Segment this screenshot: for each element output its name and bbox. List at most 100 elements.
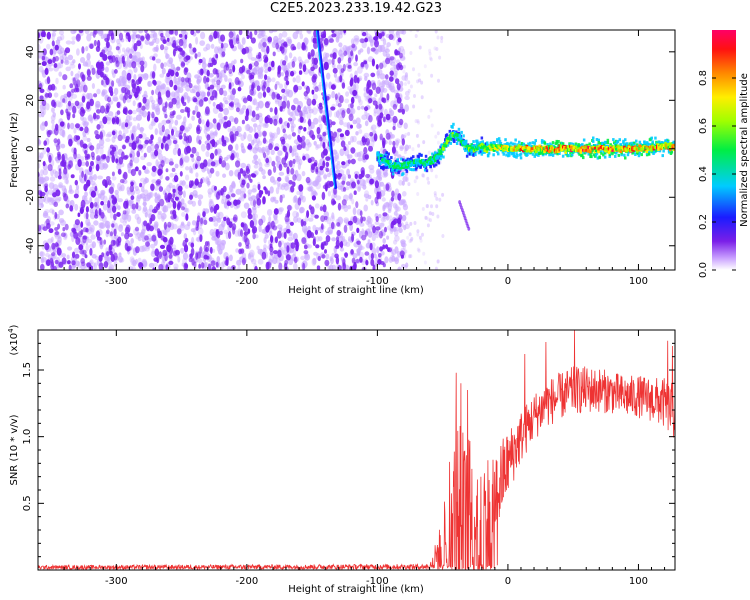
noise-speckle-dot xyxy=(243,231,249,236)
noise-faint-dot xyxy=(243,131,247,140)
noise-speckle-dot xyxy=(284,259,289,265)
noise-faint-dot xyxy=(289,111,294,117)
noise-faint-dot xyxy=(363,92,367,98)
noise-faint-dot xyxy=(333,72,337,78)
noise-faint-dot xyxy=(64,178,69,184)
noise-speckle-dot xyxy=(382,263,386,268)
noise-speckle-dot xyxy=(351,233,355,242)
noise-speckle-dot xyxy=(152,56,156,61)
noise-speckle-dot xyxy=(288,160,293,168)
noise-speckle-dot xyxy=(313,57,319,65)
noise-speckle-dot xyxy=(84,254,88,259)
noise-faint-dot xyxy=(417,72,421,77)
noise-faint-dot xyxy=(407,88,411,93)
noise-speckle-dot xyxy=(302,64,307,73)
noise-speckle-dot xyxy=(93,112,97,120)
noise-faint-dot xyxy=(379,181,385,187)
noise-speckle-dot xyxy=(278,117,283,124)
noise-speckle-dot xyxy=(340,68,345,73)
noise-speckle-dot xyxy=(387,247,390,252)
noise-speckle-dot xyxy=(307,51,311,59)
noise-speckle-dot xyxy=(141,105,146,111)
noise-speckle-dot xyxy=(89,248,93,256)
noise-speckle-dot xyxy=(360,215,363,224)
noise-speckle-dot xyxy=(47,164,53,172)
noise-faint-dot xyxy=(145,102,150,110)
noise-speckle-dot xyxy=(38,83,43,91)
noise-speckle-dot xyxy=(74,100,80,107)
echo-halo-cell xyxy=(497,137,501,141)
noise-faint-dot xyxy=(46,43,51,50)
noise-speckle-dot xyxy=(262,91,267,98)
noise-speckle-dot xyxy=(111,55,116,63)
echo-halo-cell xyxy=(390,156,393,160)
noise-faint-dot xyxy=(313,140,317,146)
noise-speckle-dot xyxy=(86,68,91,77)
noise-faint-dot xyxy=(275,187,280,195)
noise-faint-dot xyxy=(70,61,75,66)
noise-speckle-dot xyxy=(142,165,147,171)
noise-speckle-dot xyxy=(214,203,220,211)
noise-faint-dot xyxy=(402,48,406,57)
noise-speckle-dot xyxy=(216,79,221,86)
noise-speckle-dot xyxy=(336,222,341,227)
noise-speckle-dot xyxy=(307,158,312,164)
noise-speckle-dot xyxy=(210,260,216,267)
noise-faint-dot xyxy=(429,108,433,113)
noise-speckle-dot xyxy=(303,250,309,255)
noise-speckle-dot xyxy=(337,202,342,211)
noise-faint-dot xyxy=(376,170,382,178)
noise-speckle-dot xyxy=(361,170,365,178)
noise-speckle-dot xyxy=(223,216,227,222)
noise-speckle-dot xyxy=(288,117,293,122)
noise-faint-dot xyxy=(258,224,262,233)
noise-faint-dot xyxy=(176,114,182,120)
echo-halo-cell xyxy=(417,155,420,159)
noise-speckle-dot xyxy=(73,231,79,239)
noise-speckle-dot xyxy=(283,231,287,239)
noise-speckle-dot xyxy=(262,41,267,48)
noise-faint-dot xyxy=(84,191,88,197)
noise-faint-dot xyxy=(252,184,257,190)
noise-speckle-dot xyxy=(335,256,340,265)
noise-speckle-dot xyxy=(183,67,188,76)
noise-speckle-dot xyxy=(399,250,405,257)
noise-faint-dot xyxy=(274,100,280,105)
noise-speckle-dot xyxy=(390,221,394,229)
echo-halo-cell xyxy=(429,165,432,168)
noise-speckle-dot xyxy=(344,252,349,257)
noise-faint-dot xyxy=(169,173,174,178)
noise-faint-dot xyxy=(398,227,403,233)
noise-speckle-dot xyxy=(80,107,84,112)
noise-speckle-dot xyxy=(385,113,391,121)
noise-speckle-dot xyxy=(364,106,369,112)
noise-faint-dot xyxy=(136,216,142,225)
noise-speckle-dot xyxy=(203,219,208,225)
noise-faint-dot xyxy=(58,196,62,201)
noise-speckle-dot xyxy=(370,72,376,78)
noise-speckle-dot xyxy=(386,93,390,101)
noise-speckle-dot xyxy=(209,139,215,145)
noise-faint-dot xyxy=(281,94,286,100)
noise-faint-dot xyxy=(41,257,47,263)
noise-faint-dot xyxy=(70,70,74,77)
noise-faint-dot xyxy=(96,88,101,95)
noise-speckle-dot xyxy=(100,105,105,114)
noise-speckle-dot xyxy=(229,134,235,142)
noise-speckle-dot xyxy=(165,168,169,173)
echo-halo-cell xyxy=(637,154,641,158)
noise-speckle-dot xyxy=(131,79,137,88)
noise-speckle-dot xyxy=(113,228,117,237)
noise-speckle-dot xyxy=(352,89,358,97)
noise-speckle-dot xyxy=(80,71,85,80)
noise-speckle-dot xyxy=(243,234,248,243)
noise-speckle-dot xyxy=(91,67,96,76)
noise-faint-dot xyxy=(118,130,122,136)
noise-speckle-dot xyxy=(267,66,272,72)
noise-speckle-dot xyxy=(129,184,134,193)
noise-speckle-dot xyxy=(346,181,351,187)
noise-faint-dot xyxy=(295,75,301,84)
noise-faint-dot xyxy=(395,139,399,146)
noise-speckle-dot xyxy=(72,77,77,86)
noise-speckle-dot xyxy=(88,165,92,173)
